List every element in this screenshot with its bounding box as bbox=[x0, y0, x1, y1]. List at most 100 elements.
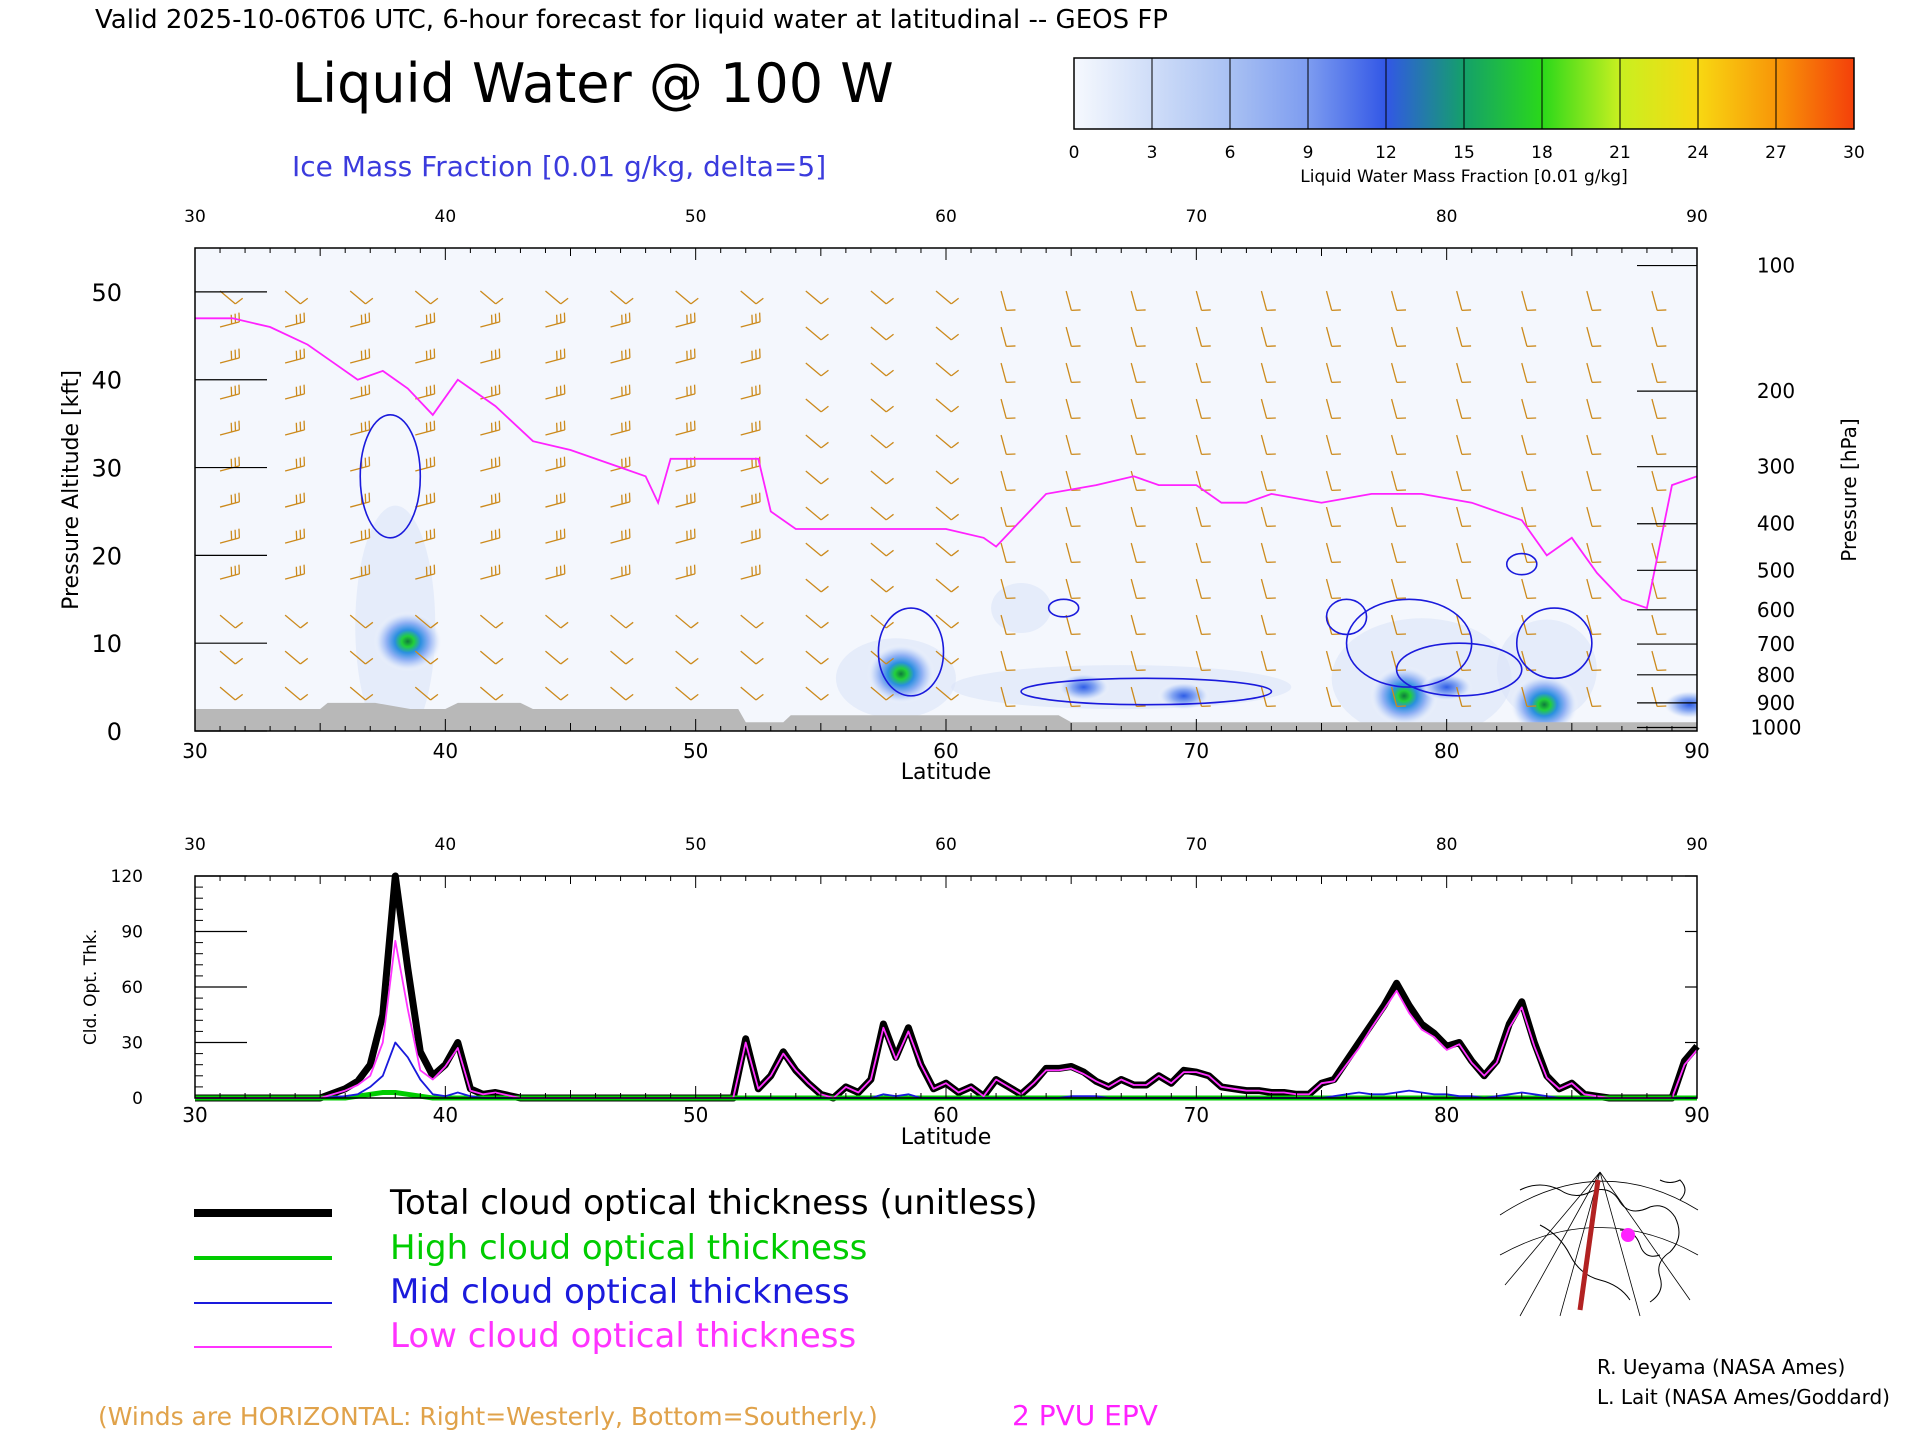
wind-barb bbox=[1325, 542, 1341, 564]
liquid-water-blob bbox=[1510, 674, 1579, 731]
wind-barb bbox=[479, 686, 504, 701]
pressure-tick-label: 300 bbox=[1757, 455, 1795, 479]
credit-lait: L. Lait (NASA Ames/Goddard) bbox=[1597, 1385, 1890, 1409]
wind-barb bbox=[610, 686, 634, 701]
wind-barb bbox=[1000, 470, 1016, 492]
wind-barb bbox=[479, 290, 504, 305]
wind-barb bbox=[284, 528, 306, 544]
wind-barb bbox=[1000, 686, 1016, 708]
wind-barb bbox=[1260, 398, 1276, 420]
wind-barb bbox=[480, 528, 501, 544]
x-tick-label-bottom: 70 bbox=[1184, 739, 1209, 763]
wind-barb bbox=[545, 564, 566, 580]
colorbar-tick-label: 3 bbox=[1147, 143, 1158, 163]
wind-barb bbox=[1130, 326, 1146, 348]
wind-barb bbox=[1065, 470, 1081, 492]
wind-barb bbox=[1456, 506, 1472, 528]
wind-barb bbox=[480, 456, 501, 472]
wind-barb bbox=[479, 614, 504, 629]
x-tick-label-top: 50 bbox=[685, 835, 707, 855]
map-section-line bbox=[1577, 1179, 1601, 1311]
wind-barb bbox=[284, 348, 306, 364]
map-coastlines bbox=[1519, 1179, 1686, 1303]
wind-barb bbox=[1195, 434, 1211, 456]
wind-barb bbox=[1130, 362, 1146, 384]
wind-barbs bbox=[219, 290, 1667, 708]
wind-barb bbox=[870, 542, 894, 557]
wind-barb bbox=[1195, 362, 1211, 384]
y-tick-label: 60 bbox=[121, 978, 143, 998]
wind-barb bbox=[870, 326, 894, 341]
wind-barb bbox=[284, 384, 306, 400]
wind-barb bbox=[1000, 650, 1016, 672]
wind-barb bbox=[284, 614, 309, 629]
wind-barb bbox=[675, 312, 696, 328]
wind-barb bbox=[350, 528, 371, 544]
wind-barb bbox=[870, 434, 894, 449]
pressure-tick-label: 900 bbox=[1757, 691, 1795, 715]
liquid-water-blob bbox=[1157, 681, 1210, 710]
y-tick-label: 40 bbox=[91, 367, 122, 395]
wind-barb bbox=[219, 650, 244, 665]
y-tick-label: 20 bbox=[91, 542, 122, 570]
wind-barb bbox=[350, 384, 371, 400]
wind-barb bbox=[675, 384, 696, 400]
wind-barb bbox=[284, 492, 306, 508]
liquid-water-blob bbox=[866, 643, 935, 704]
wind-barb bbox=[1065, 578, 1081, 600]
wind-barb bbox=[675, 348, 696, 364]
wind-barb bbox=[610, 348, 631, 364]
wind-barb bbox=[870, 686, 894, 701]
credit-ueyama: R. Ueyama (NASA Ames) bbox=[1597, 1355, 1845, 1379]
wind-barb bbox=[1586, 398, 1602, 420]
wind-barb bbox=[675, 492, 696, 508]
wind-barb bbox=[1521, 326, 1537, 348]
wind-barb bbox=[740, 564, 761, 580]
wind-barb bbox=[1260, 290, 1276, 311]
wind-barb bbox=[1521, 686, 1537, 708]
wind-barb bbox=[1000, 398, 1016, 420]
wind-barb bbox=[415, 348, 436, 364]
wind-barb bbox=[1456, 542, 1472, 564]
wind-barb bbox=[870, 398, 894, 413]
wind-barb bbox=[1521, 470, 1537, 492]
wind-barb bbox=[1065, 398, 1081, 420]
x-tick-label-top: 50 bbox=[685, 207, 707, 227]
wind-barb bbox=[1000, 434, 1016, 456]
wind-barb bbox=[1325, 434, 1341, 456]
colorbar-tick-label: 9 bbox=[1303, 143, 1314, 163]
valid-time-line: Valid 2025-10-06T06 UTC, 6-hour forecast… bbox=[95, 5, 1168, 35]
wind-barb bbox=[219, 348, 241, 364]
x-tick-label-bottom: 90 bbox=[1684, 1103, 1709, 1127]
winds-note: (Winds are HORIZONTAL: Right=Westerly, B… bbox=[98, 1402, 878, 1431]
wind-barb bbox=[1260, 326, 1276, 348]
wind-barb bbox=[1390, 470, 1407, 492]
wind-barb bbox=[350, 420, 371, 436]
wind-barb bbox=[1260, 614, 1276, 636]
wind-barb bbox=[1000, 542, 1016, 564]
x-tick-label-bottom: 30 bbox=[182, 739, 207, 763]
wind-barb bbox=[610, 290, 634, 305]
wind-barb bbox=[1456, 578, 1472, 600]
wind-barb bbox=[805, 578, 829, 593]
wind-barb bbox=[414, 614, 439, 629]
wind-barb bbox=[1390, 686, 1407, 708]
wind-barb bbox=[1260, 434, 1276, 456]
wind-barb bbox=[610, 528, 631, 544]
wind-barb bbox=[740, 686, 764, 701]
wind-barb bbox=[805, 686, 829, 701]
wind-barb bbox=[675, 290, 699, 305]
x-tick-label-top: 80 bbox=[1436, 835, 1458, 855]
wind-barb bbox=[414, 686, 439, 701]
wind-barb bbox=[480, 312, 501, 328]
wind-barb bbox=[1390, 290, 1407, 311]
ice-contours bbox=[359, 414, 1593, 706]
wind-barb bbox=[740, 614, 764, 629]
wind-barb bbox=[1130, 578, 1146, 600]
wind-barb bbox=[1130, 434, 1146, 456]
wind-barb bbox=[1130, 650, 1146, 672]
ice-contour bbox=[1395, 642, 1523, 697]
wind-barb bbox=[675, 420, 696, 436]
wind-barb bbox=[219, 290, 244, 305]
